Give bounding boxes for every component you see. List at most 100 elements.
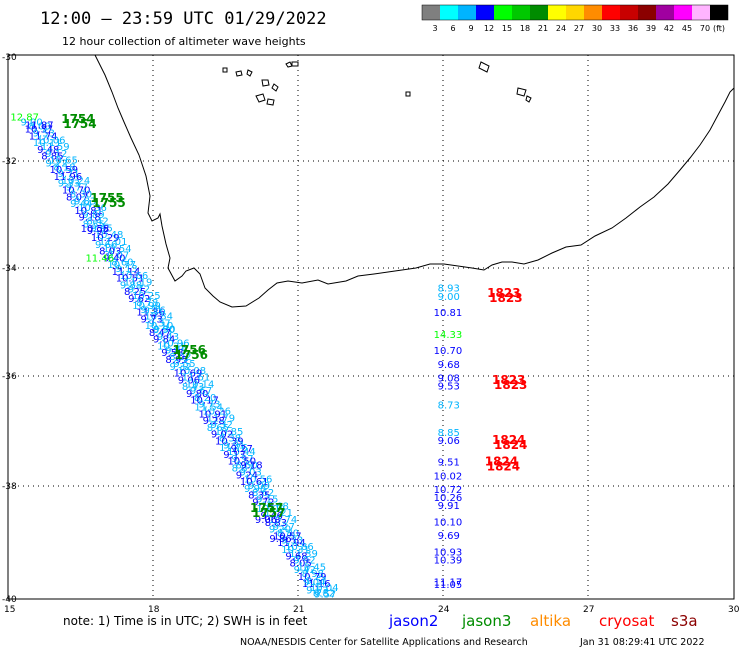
- legend-swatch: [656, 5, 674, 20]
- satellite-name: s3a: [671, 612, 698, 630]
- track-point: 9.95: [91, 223, 113, 234]
- track-point: 9.33: [281, 535, 303, 546]
- color-scale-legend: 3 6 9 12 15 18 21 24 27 30 33 36 39 42 45 70: [421, 4, 729, 33]
- track-point: 9.43: [157, 332, 179, 343]
- map-frame: [7, 54, 735, 600]
- track-point: 8.95: [165, 355, 187, 366]
- pass-time-label: 1755: [92, 196, 125, 210]
- track-point: 10.61: [240, 477, 269, 488]
- track-point: 9.02: [211, 430, 233, 441]
- track-point: 10.31: [281, 545, 310, 556]
- track-value: 9.68: [438, 360, 460, 371]
- pass-time-label: 1756: [173, 343, 206, 357]
- legend-value: 39: [646, 24, 656, 33]
- track-point: 8.65: [207, 423, 229, 434]
- legend-swatch: [530, 5, 548, 20]
- track-point: 9.40: [103, 253, 125, 264]
- track-point: 8.05: [290, 558, 312, 569]
- track-value: 8.82: [313, 588, 335, 599]
- track-point: 10.48: [95, 230, 124, 241]
- track-value: 9.04: [303, 577, 325, 588]
- track-value: 9.69: [438, 531, 460, 542]
- track-point: 9.88: [120, 280, 142, 291]
- track-point: 9.73: [141, 314, 163, 325]
- track-point: 8.85: [41, 152, 63, 163]
- track-point: 9.72: [128, 284, 150, 295]
- track-point: 10.04: [310, 583, 339, 594]
- track-point: 9.13: [223, 450, 245, 461]
- lon-label: 30: [728, 605, 740, 615]
- track-point: 10.81: [74, 206, 103, 217]
- track-point: 10.99: [132, 301, 161, 312]
- track-point: 11.74: [29, 131, 58, 142]
- track-value: 10.58: [81, 224, 110, 235]
- track-point: 9.62: [128, 294, 150, 305]
- track-point: 10.50: [227, 457, 256, 468]
- pass-time-label: 1757: [252, 506, 285, 520]
- coastline: [94, 54, 735, 308]
- track-point: 8.20: [194, 393, 216, 404]
- track-point: 8.38: [219, 434, 241, 445]
- track-point: 9.22: [45, 158, 67, 169]
- track-point: 10.69: [174, 369, 203, 380]
- track-value: 9.51: [438, 458, 460, 469]
- lat-label: -40: [2, 595, 17, 605]
- track-point: 11.59: [41, 142, 70, 153]
- legend-value: 12: [484, 24, 494, 33]
- track-point: 10.59: [49, 165, 78, 176]
- legend-value: 70: [700, 24, 710, 33]
- track-point: 9.67: [190, 386, 212, 397]
- track-point: 9.15: [256, 495, 278, 506]
- track-point: 11.36: [136, 308, 165, 319]
- track-value: 8.73: [438, 401, 460, 412]
- pass-time-label: 1824: [494, 438, 527, 452]
- track-point: 10.51: [116, 274, 145, 285]
- track-point: 10.45: [298, 562, 327, 573]
- lat-label: -36: [2, 372, 17, 382]
- track-point: 9.06: [178, 375, 200, 386]
- track-point: 9.51: [306, 576, 328, 587]
- track-value: 9.06: [255, 515, 277, 526]
- jason2-track-east: 8.939.00 10.81 14.33 10.70 9.68 9.089.53 8.73 8…: [434, 284, 463, 591]
- track-value: 10.02: [434, 471, 463, 482]
- track-point: 11.76: [219, 443, 248, 454]
- satellite-name: jason2: [388, 612, 438, 630]
- longitude-labels: 15 18 21 24 27 30: [4, 605, 740, 615]
- track-point: 10.74: [269, 515, 298, 526]
- pass-time-label: 1823: [492, 373, 525, 387]
- track-point: 11.16: [302, 579, 331, 590]
- track-value: 8.85: [438, 428, 460, 439]
- track-point: 9.71: [57, 169, 79, 180]
- lat-label: -30: [2, 53, 17, 63]
- track-point: 9.53: [33, 129, 55, 140]
- track-point: 9.97: [231, 454, 253, 465]
- track-point: 9.37: [149, 318, 171, 329]
- track-value: 10.26: [434, 493, 463, 504]
- track-point: 10.21: [157, 341, 186, 352]
- track-point: 10.09: [256, 504, 285, 515]
- track-value: 8.93: [438, 284, 460, 295]
- track-point: 10.57: [273, 531, 302, 542]
- track-point: 8.30: [70, 190, 92, 201]
- map-title: 12:00 – 23:59 UTC 01/29/2022: [40, 9, 327, 29]
- track-value: 10.10: [434, 518, 463, 529]
- track-point: 9.68: [285, 552, 307, 563]
- track-point: 10.65: [49, 156, 78, 167]
- track-point: 8.98: [302, 569, 324, 580]
- legend-swatch: [674, 5, 692, 20]
- track-point: 9.92: [293, 556, 315, 567]
- track-point: 8.50: [235, 461, 257, 472]
- track-point: 8.42: [86, 217, 108, 228]
- latitude-labels: -30 -32 -34 -36 -38 -40: [2, 53, 17, 605]
- legend-value: 45: [682, 24, 692, 33]
- track-point: 10.91: [198, 409, 227, 420]
- track-point: 10.39: [215, 436, 244, 447]
- track-point: 9.89: [82, 210, 104, 221]
- track-value: 9.08: [438, 373, 460, 384]
- lon-label: 27: [583, 605, 594, 615]
- lon-label: 15: [4, 605, 15, 615]
- track-point: 8.62: [252, 488, 274, 499]
- track-point: 8.90: [153, 325, 175, 336]
- track-point: 11.21: [264, 508, 293, 519]
- legend-swatch: [602, 5, 620, 20]
